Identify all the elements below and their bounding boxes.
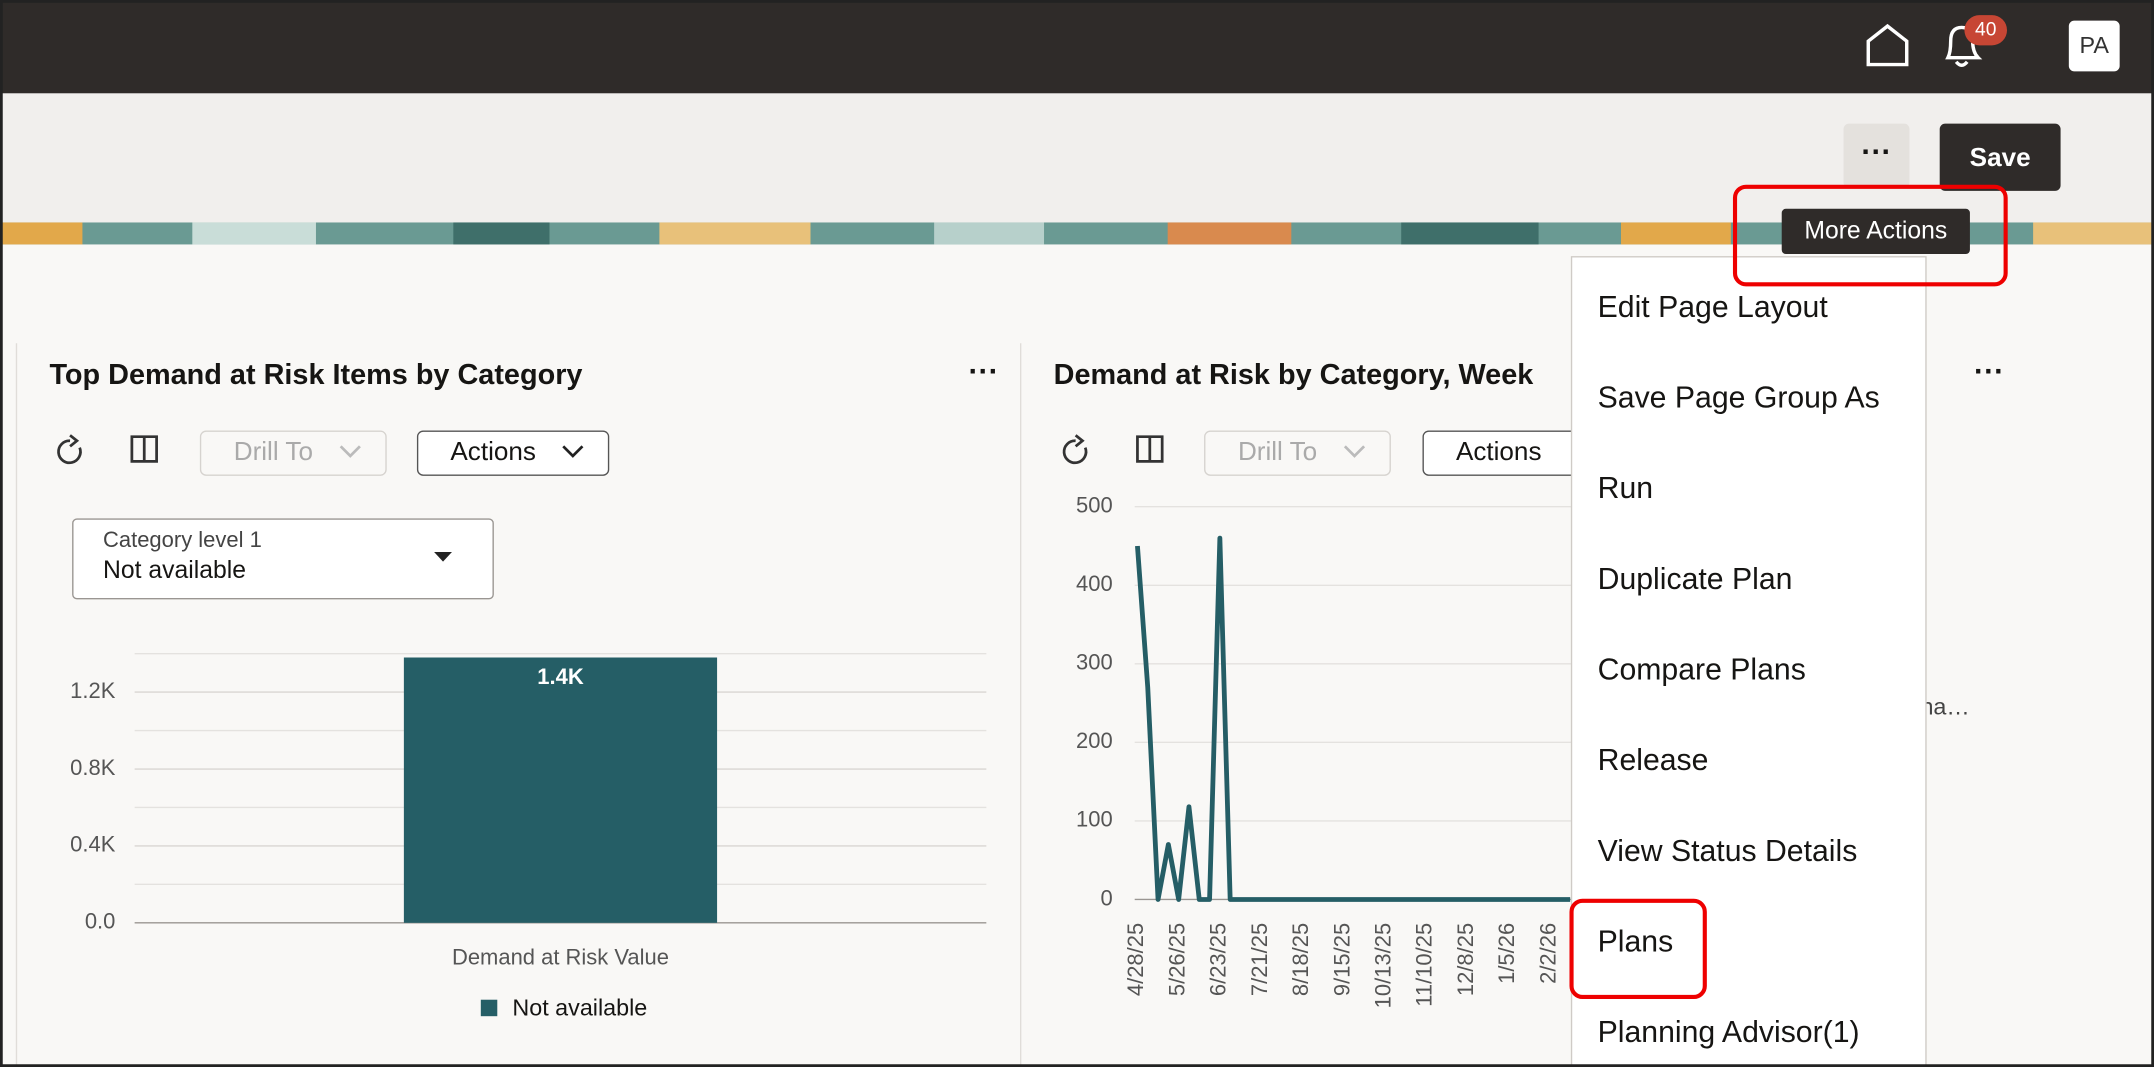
chevron — [339, 445, 361, 458]
home-icon[interactable] — [1866, 23, 1909, 67]
more-actions-dots: ··· — [1861, 136, 1891, 169]
save-button[interactable] — [1939, 123, 2061, 191]
tooltip — [1781, 208, 1970, 255]
bar — [403, 657, 718, 923]
legend-label: Not available — [512, 994, 647, 1020]
x-tick-label: 9/15/25 — [1329, 923, 1354, 996]
chevron — [1343, 445, 1366, 458]
panel-title: Top Demand at Risk Items by Category — [49, 359, 582, 391]
y-tick-label: 300 — [1076, 650, 1113, 675]
menu-item[interactable]: Save Page Group As — [1598, 382, 1880, 415]
refresh-icon[interactable] — [1062, 434, 1088, 465]
actions-button[interactable] — [416, 430, 610, 476]
drill-to-label: Drill To — [234, 436, 313, 466]
line-series — [1135, 535, 1571, 902]
drill-to-button — [1204, 430, 1391, 476]
refresh-icon[interactable] — [57, 434, 82, 465]
highlight-box — [1569, 898, 1707, 1000]
y-tick-label: 100 — [1076, 807, 1113, 832]
menu-item[interactable]: Plans — [1598, 925, 1674, 958]
y-tick-label: 400 — [1076, 571, 1113, 596]
menu-item[interactable]: Release — [1598, 744, 1709, 777]
data-label: 1.4K — [537, 664, 584, 689]
drill-to-button — [199, 430, 387, 476]
menu-item[interactable]: Planning Advisor(1) — [1598, 1016, 1860, 1049]
header-bar — [0, 0, 2154, 94]
menu-item[interactable]: Compare Plans — [1598, 653, 1806, 686]
legend-fragment: na… — [1920, 694, 1969, 720]
y-tick-label: 500 — [1076, 493, 1113, 518]
menu-item[interactable]: Edit Page Layout — [1598, 291, 1829, 324]
menu-item[interactable]: View Status Details — [1598, 835, 1858, 868]
x-tick-label: 4/28/25 — [1123, 923, 1148, 996]
dropdown-caret — [434, 552, 452, 562]
x-tick-label: 7/21/25 — [1247, 923, 1272, 996]
user-initials: PA — [2080, 32, 2110, 58]
panel-menu[interactable]: ··· — [968, 356, 998, 389]
category-filter[interactable] — [72, 518, 494, 600]
menu-item[interactable]: Run — [1598, 472, 1653, 505]
x-tick-label: 10/13/25 — [1371, 923, 1396, 1009]
y-tick-label: 200 — [1076, 728, 1113, 753]
x-tick-label: 5/26/25 — [1164, 923, 1189, 996]
menu-item[interactable]: Duplicate Plan — [1598, 563, 1793, 596]
panel-title: Demand at Risk by Category, Week — [1054, 359, 1535, 391]
menu-items: Edit Page Layout Save Page Group As Run Dup… — [1598, 291, 1880, 1049]
y-tick-label: 0.8K — [70, 755, 116, 780]
legend-swatch — [480, 999, 498, 1017]
x-tick-label: 1/5/26 — [1494, 923, 1519, 984]
more-actions-menu — [1570, 256, 1927, 1067]
chevron — [562, 445, 584, 458]
notification-badge — [1964, 15, 2008, 46]
more-actions-button[interactable] — [1843, 123, 1910, 189]
notification-count: 40 — [1975, 19, 1996, 40]
save-label: Save — [1970, 142, 2031, 172]
x-tick-label: 11/10/25 — [1412, 923, 1437, 1007]
toolbar-band — [0, 93, 2154, 223]
y-tick-label: 0.0 — [85, 909, 116, 934]
notifications-icon[interactable] — [1945, 25, 1983, 67]
actions-label: Actions — [1456, 436, 1542, 466]
x-tick-label: 6/23/25 — [1206, 923, 1231, 996]
y-tick-label: 1.2K — [70, 678, 116, 703]
x-tick-label: 2/2/26 — [1535, 923, 1560, 984]
x-tick-label: 8/18/25 — [1288, 923, 1313, 996]
filter-value: Not available — [103, 557, 246, 584]
highlight-box — [1732, 184, 2008, 287]
decorative-band — [0, 222, 2154, 245]
y-tick-label: 0 — [1100, 885, 1112, 910]
drill-to-label: Drill To — [1238, 436, 1317, 466]
panel-menu[interactable]: ··· — [1974, 356, 2004, 389]
actions-label: Actions — [450, 436, 536, 466]
filter-label: Category level 1 — [103, 527, 262, 552]
book-icon[interactable] — [1136, 435, 1164, 463]
y-tick-label: 0.4K — [70, 832, 116, 857]
user-avatar[interactable] — [2068, 20, 2120, 72]
tooltip-text: More Actions — [1804, 218, 1947, 245]
x-tick-label: Demand at Risk Value — [452, 944, 669, 969]
book-icon[interactable] — [130, 435, 158, 463]
x-tick-label: 12/8/25 — [1453, 923, 1478, 996]
charts: 0.0 0.4K 0.8K 1.2K Demand at Risk Value 1.4K N… — [70, 493, 1649, 1020]
